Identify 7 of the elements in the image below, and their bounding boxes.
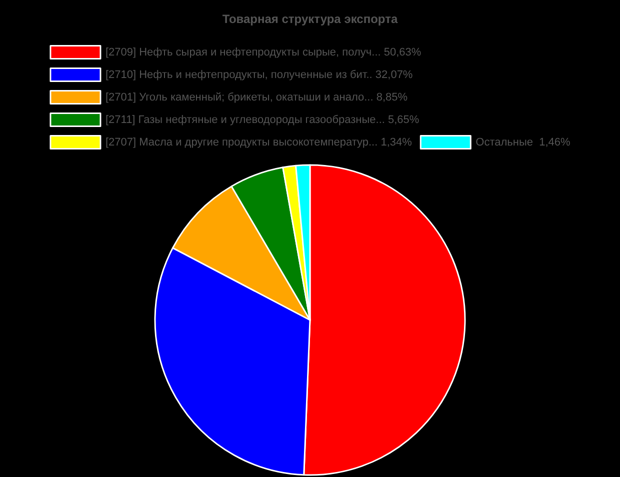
legend-label: [2709] Нефть сырая и нефтепродукты сырые, получ... 50,63%: [105, 46, 422, 58]
chart-title: Товарная структура экспорта: [222, 12, 398, 26]
legend-label: [2710] Нефть и нефтепродукты, полученные из бит.. 32,07%: [105, 68, 413, 81]
legend-label: [2701] Уголь каменный; брикеты, окатыши и анало... 8,85%: [105, 91, 408, 104]
legend-label: Остальные 1,46%: [476, 136, 570, 148]
legend-label: [2707] Масла и другие продукты высокотемператур... 1,34%: [105, 136, 412, 148]
legend-label: [2711] Газы нефтяные и углеводороды газообразные... 5,65%: [105, 114, 420, 126]
